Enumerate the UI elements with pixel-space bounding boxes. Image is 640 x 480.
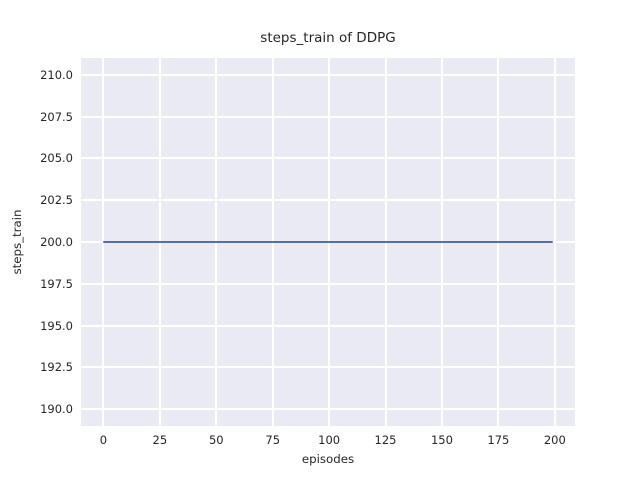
y-tick-label: 197.5 xyxy=(40,276,73,291)
y-gridline xyxy=(81,115,575,118)
x-tick-label: 25 xyxy=(152,433,168,447)
x-axis-label: episodes xyxy=(301,452,355,466)
y-gridline xyxy=(81,282,575,285)
y-tick-label: 190.0 xyxy=(40,402,73,417)
y-tick-label: 200.0 xyxy=(40,235,73,249)
y-gridline xyxy=(81,366,575,369)
plot-area xyxy=(81,58,575,426)
y-gridline xyxy=(81,157,575,160)
x-tick-label: 200 xyxy=(543,433,566,447)
y-tick-label: 207.5 xyxy=(40,109,73,124)
x-tick-label: 0 xyxy=(99,433,108,447)
chart-title: steps_train of DDPG xyxy=(260,30,396,46)
y-tick-label: 202.5 xyxy=(40,193,73,208)
y-tick-label: 205.0 xyxy=(40,151,73,166)
y-tick-label: 192.5 xyxy=(40,360,73,375)
y-gridline xyxy=(81,324,575,327)
x-tick-label: 100 xyxy=(318,433,341,447)
x-tick-label: 50 xyxy=(208,433,224,447)
x-tick-label: 150 xyxy=(430,433,453,447)
x-tick-label: 75 xyxy=(265,433,281,447)
y-tick-label: 210.0 xyxy=(40,67,73,82)
line-steps_train xyxy=(103,240,553,244)
x-tick-label: 175 xyxy=(487,433,510,447)
y-tick-label: 195.0 xyxy=(40,318,73,333)
y-gridline xyxy=(81,408,575,411)
y-gridline xyxy=(81,199,575,202)
y-gridline xyxy=(81,73,575,76)
x-tick-label: 125 xyxy=(374,433,397,447)
